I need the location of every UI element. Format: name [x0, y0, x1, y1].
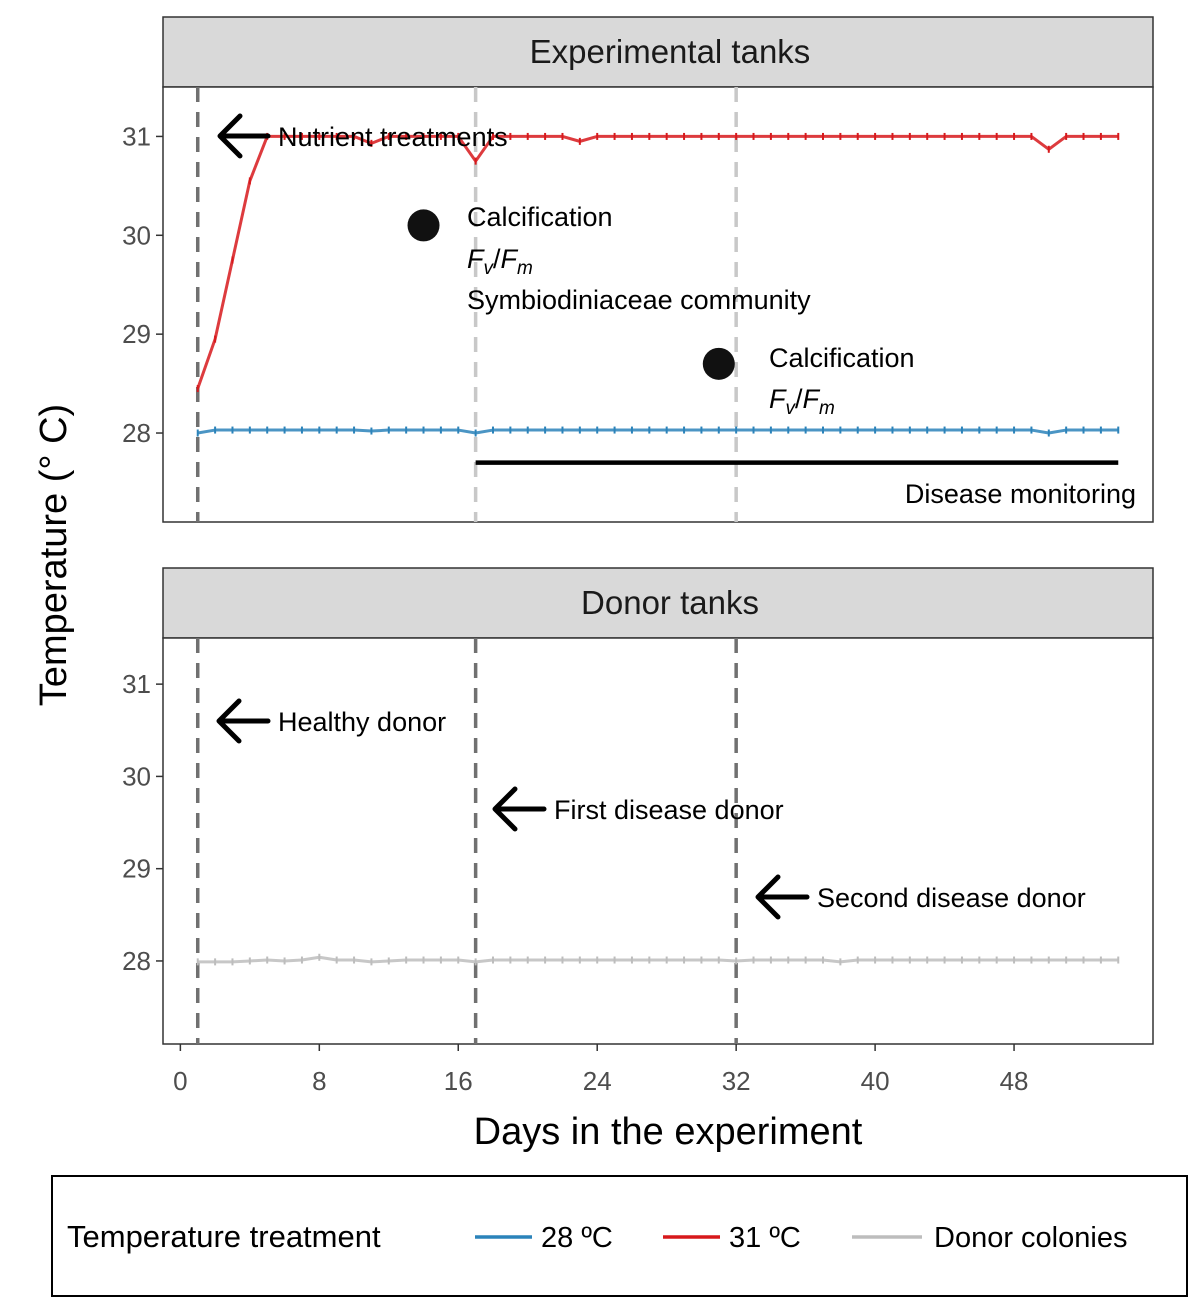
- sampling-point-1: [407, 209, 440, 242]
- legend-label-donor: Donor colonies: [934, 1222, 1127, 1254]
- series-line-experimental-0: [196, 134, 1119, 390]
- panel-experimental: Experimental tanks 28 29 30 31 Nutrient tre…: [122, 16, 1154, 523]
- second-donor-label: Second disease donor: [817, 883, 1086, 913]
- y-tick-label-experimental-3: 31: [122, 121, 151, 151]
- legend-entry-31: 31 ºC: [663, 1222, 801, 1254]
- sampling2-calcification: Calcification: [769, 343, 915, 373]
- panel-frame-donor: [162, 637, 1154, 1045]
- strip-experimental: [162, 16, 1154, 88]
- first-donor-arrow-icon: [492, 786, 547, 832]
- second-donor-arrow-icon: [755, 874, 810, 920]
- x-tick-label-3: 24: [583, 1066, 612, 1096]
- sampling1-community: Symbiodiniaceae community: [467, 285, 811, 315]
- legend-box: [51, 1175, 1188, 1297]
- legend: Temperature treatment 28 ºC 31 ºC Donor …: [51, 1175, 1188, 1297]
- legend-entry-donor: Donor colonies: [852, 1222, 1127, 1254]
- y-tick-label-experimental-2: 30: [122, 220, 151, 250]
- x-tick-label-6: 48: [1000, 1066, 1029, 1096]
- y-tick-label-donor-1: 29: [122, 854, 151, 884]
- sampling2-fvfm: Fv/Fm: [769, 384, 835, 419]
- legend-label-28: 28 ºC: [541, 1222, 613, 1254]
- strip-title-donor: Donor tanks: [581, 584, 759, 621]
- healthy-donor-label: Healthy donor: [278, 707, 446, 737]
- series-line-donor-0: [197, 955, 1119, 964]
- y-tick-label-donor-3: 31: [122, 669, 151, 699]
- strip-title-experimental: Experimental tanks: [530, 33, 811, 70]
- x-tick-label-2: 16: [444, 1066, 473, 1096]
- legend-entry-28: 28 ºC: [475, 1222, 613, 1254]
- sampling1-fvfm: Fv/Fm: [467, 244, 533, 279]
- monitoring-label: Disease monitoring: [905, 479, 1136, 509]
- legend-label-31: 31 ºC: [729, 1222, 801, 1254]
- y-tick-label-experimental-0: 28: [122, 418, 151, 448]
- x-tick-label-0: 0: [173, 1066, 187, 1096]
- first-donor-label: First disease donor: [554, 795, 784, 825]
- panel-frame-experimental: [162, 86, 1154, 523]
- sampling1-calcification: Calcification: [467, 202, 613, 232]
- healthy-arrow-icon: [216, 698, 271, 744]
- x-tick-label-5: 40: [861, 1066, 890, 1096]
- sampling-point-2: [702, 347, 735, 380]
- y-tick-label-donor-0: 28: [122, 946, 151, 976]
- nutrient-arrow-icon: [217, 113, 271, 159]
- panel-donor: Donor tanks 28 29 30 31 0 8 16 24 32 40 48 Health…: [122, 567, 1154, 1096]
- series-line-experimental-1: [197, 428, 1119, 435]
- y-tick-label-experimental-1: 29: [122, 319, 151, 349]
- y-tick-label-donor-2: 30: [122, 761, 151, 791]
- x-tick-label-1: 8: [312, 1066, 326, 1096]
- x-axis-title: Days in the experiment: [474, 1111, 863, 1153]
- y-axis-title: Temperature (° C): [33, 404, 75, 706]
- legend-title: Temperature treatment: [67, 1219, 381, 1254]
- x-tick-label-4: 32: [722, 1066, 751, 1096]
- nutrient-label: Nutrient treatments: [278, 122, 508, 152]
